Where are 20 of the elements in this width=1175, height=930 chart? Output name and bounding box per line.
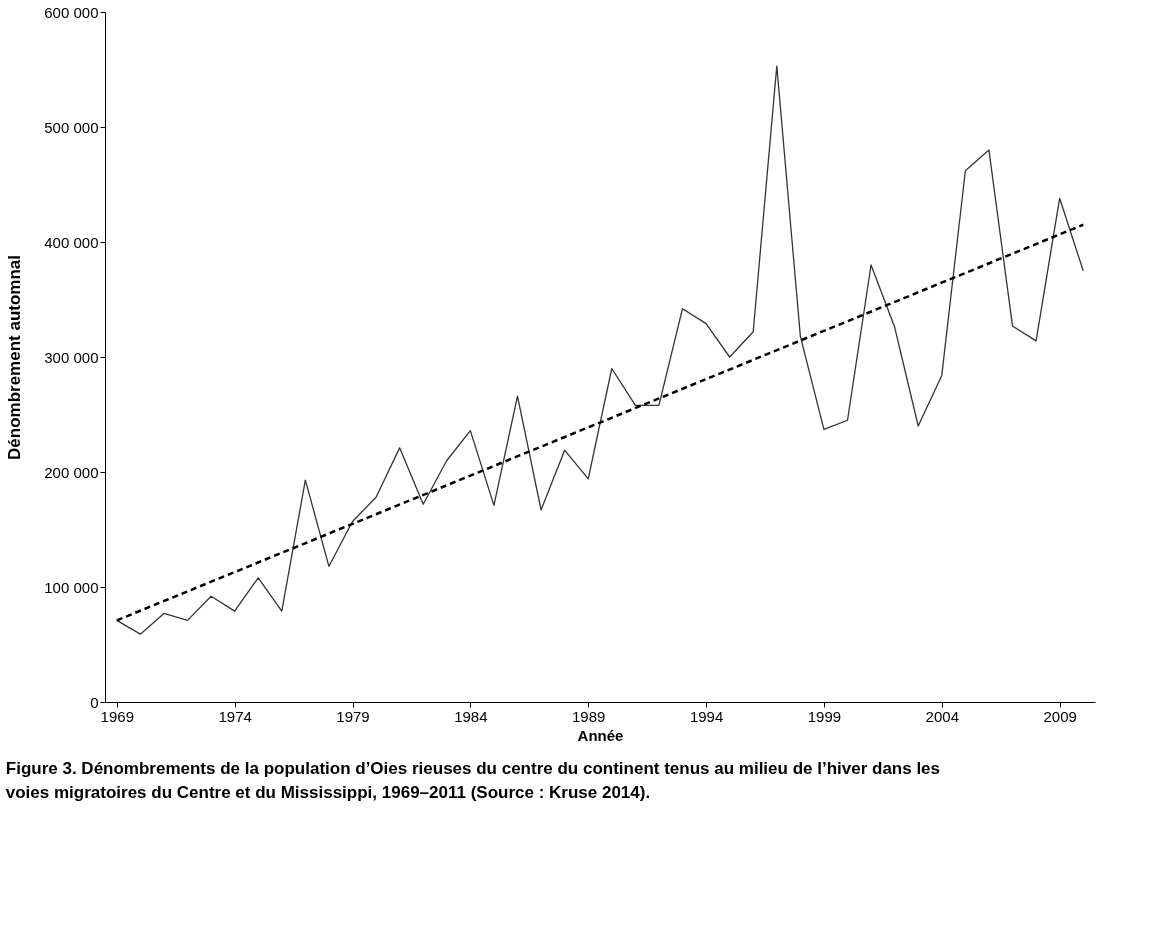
x-tick-label: 1989: [572, 707, 606, 725]
y-tick-label: 400 000: [44, 233, 99, 251]
x-axis-title: Année: [577, 726, 624, 744]
y-tick-label: 500 000: [44, 118, 99, 136]
x-tick-label: 1999: [807, 707, 842, 725]
y-tick-label: 200 000: [44, 463, 99, 481]
y-tick-label: 100 000: [44, 578, 99, 596]
y-tick-label: 0: [90, 693, 99, 711]
x-tick-label: 1994: [689, 707, 724, 725]
x-tick-label: 1969: [100, 707, 134, 725]
line-series: [116, 65, 1084, 635]
y-axis-title: Dénombrement automnal: [5, 255, 25, 460]
caption: Figure 3. Dénombrements de la population d’Oies rieuses du centre du continent tenus au milieu de l’hiver dans les voies migratoires du Centre et du Mississippi, 1969–2011 (Source : Kruse 2014).: [5, 759, 941, 802]
x-tick-label: 1984: [454, 707, 488, 725]
y-tick-label: 300 000: [44, 348, 99, 366]
x-tick-label: 1979: [336, 707, 370, 725]
y-tick-label: 600 000: [44, 3, 99, 21]
x-tick-label: 2009: [1043, 707, 1077, 725]
x-tick-label: 1974: [218, 707, 252, 725]
x-tick-label: 2004: [925, 707, 959, 725]
